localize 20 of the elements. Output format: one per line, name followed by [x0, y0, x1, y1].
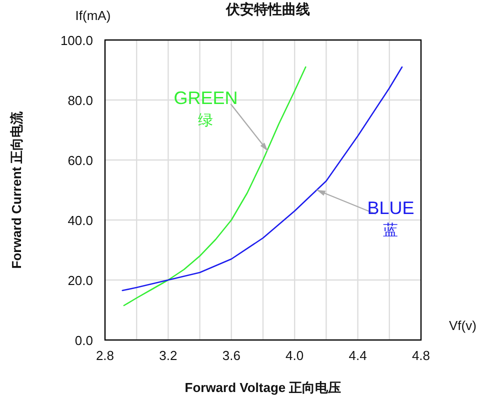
- x-tick-label: 3.2: [159, 348, 178, 363]
- annotation: GREEN 绿: [174, 88, 238, 129]
- text: Vf(v): [449, 318, 476, 333]
- annotation: BLUE 蓝: [367, 198, 414, 239]
- chart-title: 伏安特性曲线: [225, 1, 310, 17]
- text: If(mA): [75, 8, 111, 23]
- y-tick-label: 0.0: [74, 333, 93, 348]
- x-tick-label: 2.8: [96, 348, 114, 363]
- x-tick-label: 4.8: [412, 348, 430, 363]
- y-tick-label: 60.0: [68, 153, 93, 168]
- x-tick-label: 3.6: [222, 348, 240, 363]
- x-tick-label: 4.0: [286, 348, 304, 363]
- y-axis-title: Forward Current 正向电流: [9, 110, 24, 269]
- y-tick-label: 20.0: [68, 273, 93, 288]
- line-series: [123, 66, 306, 306]
- y-tick-label: 80.0: [68, 93, 93, 108]
- y-tick-label: 100.0: [60, 33, 93, 48]
- x-tick-label: 4.4: [348, 348, 367, 363]
- y-tick-label: 40.0: [68, 213, 93, 228]
- x-axis-title: Forward Voltage 正向电压: [184, 380, 342, 395]
